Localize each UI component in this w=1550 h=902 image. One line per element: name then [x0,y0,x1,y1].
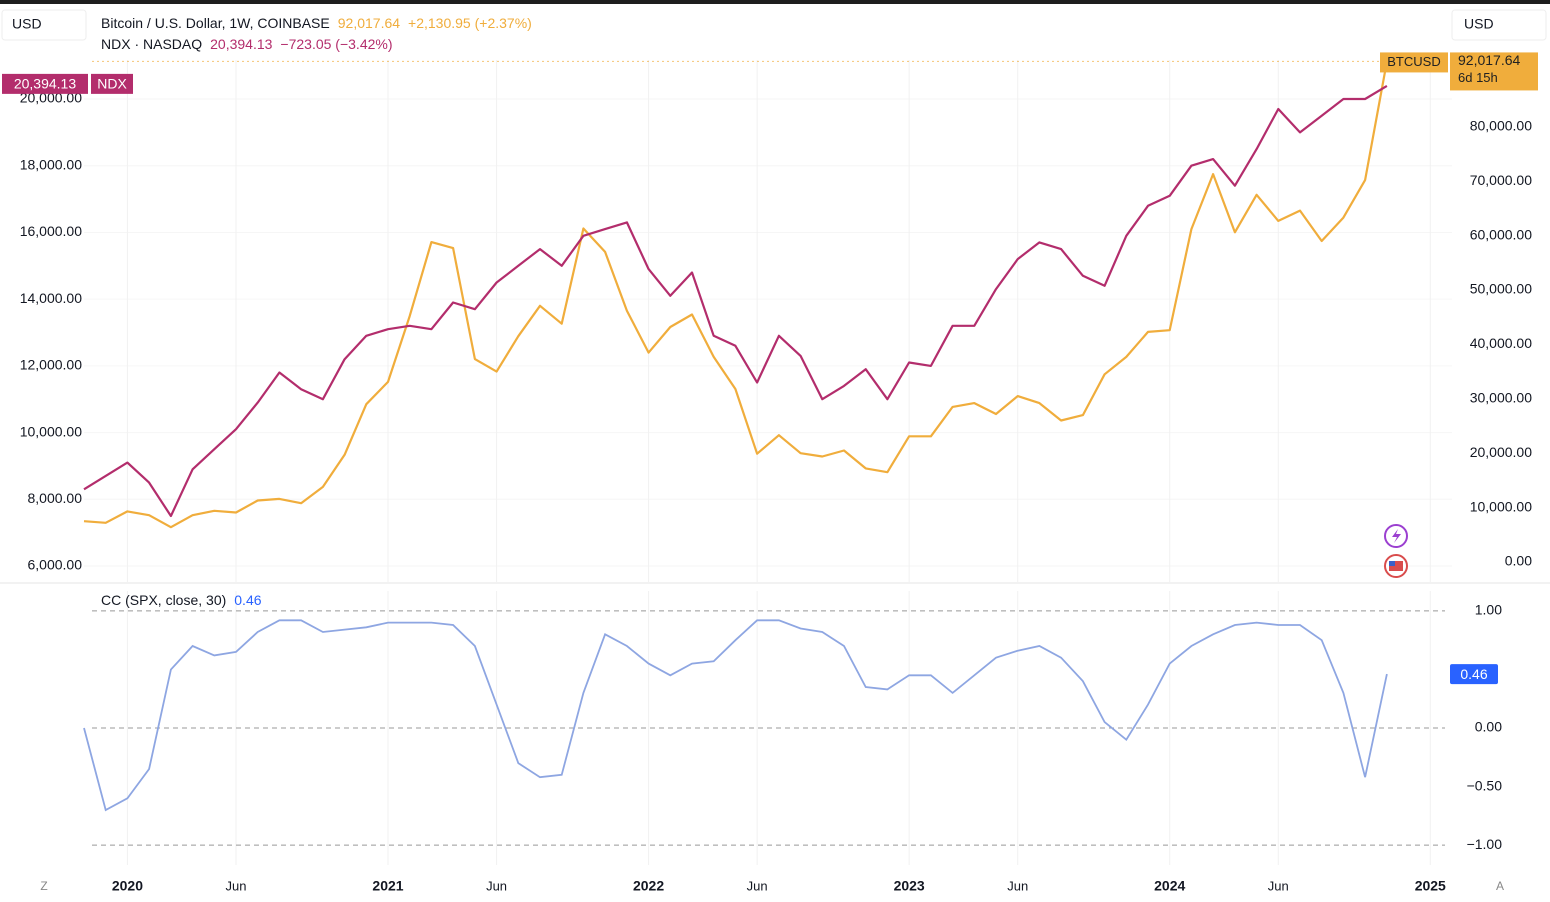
legend-name: NDX · NASDAQ [101,36,202,52]
y2-tick-label: 40,000.00 [1470,335,1532,351]
x-tick-label: Jun [747,878,768,893]
y2-tick-label: 60,000.00 [1470,226,1532,242]
x-tick-label: Jun [486,878,507,893]
tag-value: 92,017.64 [1458,52,1520,68]
legend-ndx: NDX · NASDAQ 20,394.13 −723.05 (−3.42%) [101,36,393,52]
flag-icon-fill [1389,561,1403,571]
y2-tick-label: 80,000.00 [1470,118,1532,134]
cc-tick-label: 1.00 [1475,602,1502,618]
y2-tick-label: 50,000.00 [1470,281,1532,297]
x-tick-label: 2024 [1154,878,1185,894]
price-tag [91,73,133,94]
price-tag [1380,52,1448,73]
tag-symbol: BTCUSD [1387,54,1440,69]
legend-value: 20,394.13 [210,36,272,52]
y-tick-label: 16,000.00 [20,223,82,239]
price-tag [1450,52,1538,91]
indicator-value: 0.46 [234,592,261,608]
x-tick-label: Jun [1007,878,1028,893]
x-tick-label: Jun [1268,878,1289,893]
y-tick-label: 8,000.00 [28,490,83,506]
indicator-title: CC (SPX, close, 30) 0.46 [101,592,262,608]
event-icon-bolt [1392,529,1401,543]
y-tick-label: 10,000.00 [20,423,82,439]
y-tick-label: 18,000.00 [20,156,82,172]
top-bar [0,0,1550,4]
tag-symbol: NDX [97,76,127,92]
series-line [83,84,1388,518]
cc-line [83,619,1388,812]
x-tick-label: Jun [226,878,247,893]
cc-tick-label: 0.00 [1475,719,1502,735]
cc-tag [1450,664,1498,685]
left-unit: USD [12,16,42,32]
indicator-name: CC (SPX, close, 30) [101,592,226,608]
y2-tick-label: 30,000.00 [1470,389,1532,405]
series-line [83,61,1388,529]
y2-tick-label: 0.00 [1505,553,1532,569]
cc-tag-value: 0.46 [1460,666,1487,682]
y2-tick-label: 70,000.00 [1470,172,1532,188]
legend-name: Bitcoin / U.S. Dollar, 1W, COINBASE [101,15,330,31]
y2-tick-label: 10,000.00 [1470,498,1532,514]
x-tick-label: 2023 [894,878,925,894]
x-tick-label: 2022 [633,878,664,894]
legend-change: −723.05 (−3.42%) [280,36,392,52]
left-unit-box[interactable] [1,9,87,41]
flag-icon-canton [1389,561,1395,566]
y-tick-label: 12,000.00 [20,357,82,373]
x-tick-label: 2020 [112,878,143,894]
x-tick-label: 2021 [372,878,403,894]
y-tick-label: 14,000.00 [20,290,82,306]
y2-tick-label: 20,000.00 [1470,444,1532,460]
cc-tick-label: −0.50 [1467,777,1503,793]
legend-value: 92,017.64 [338,15,400,31]
auto-button[interactable]: A [1496,879,1504,893]
legend-change: +2,130.95 (+2.37%) [408,15,532,31]
y-tick-label: 6,000.00 [28,557,83,573]
tag-countdown: 6d 15h [1458,70,1498,85]
x-tick-label: 2025 [1415,878,1446,894]
tag-value: 20,394.13 [14,76,76,92]
right-unit: USD [1464,16,1494,32]
zoom-button[interactable]: Z [40,879,47,893]
cc-tick-label: −1.00 [1467,836,1503,852]
legend-btc: Bitcoin / U.S. Dollar, 1W, COINBASE 92,01… [101,15,532,31]
right-unit-box[interactable] [1451,9,1547,41]
price-tag [2,73,88,94]
